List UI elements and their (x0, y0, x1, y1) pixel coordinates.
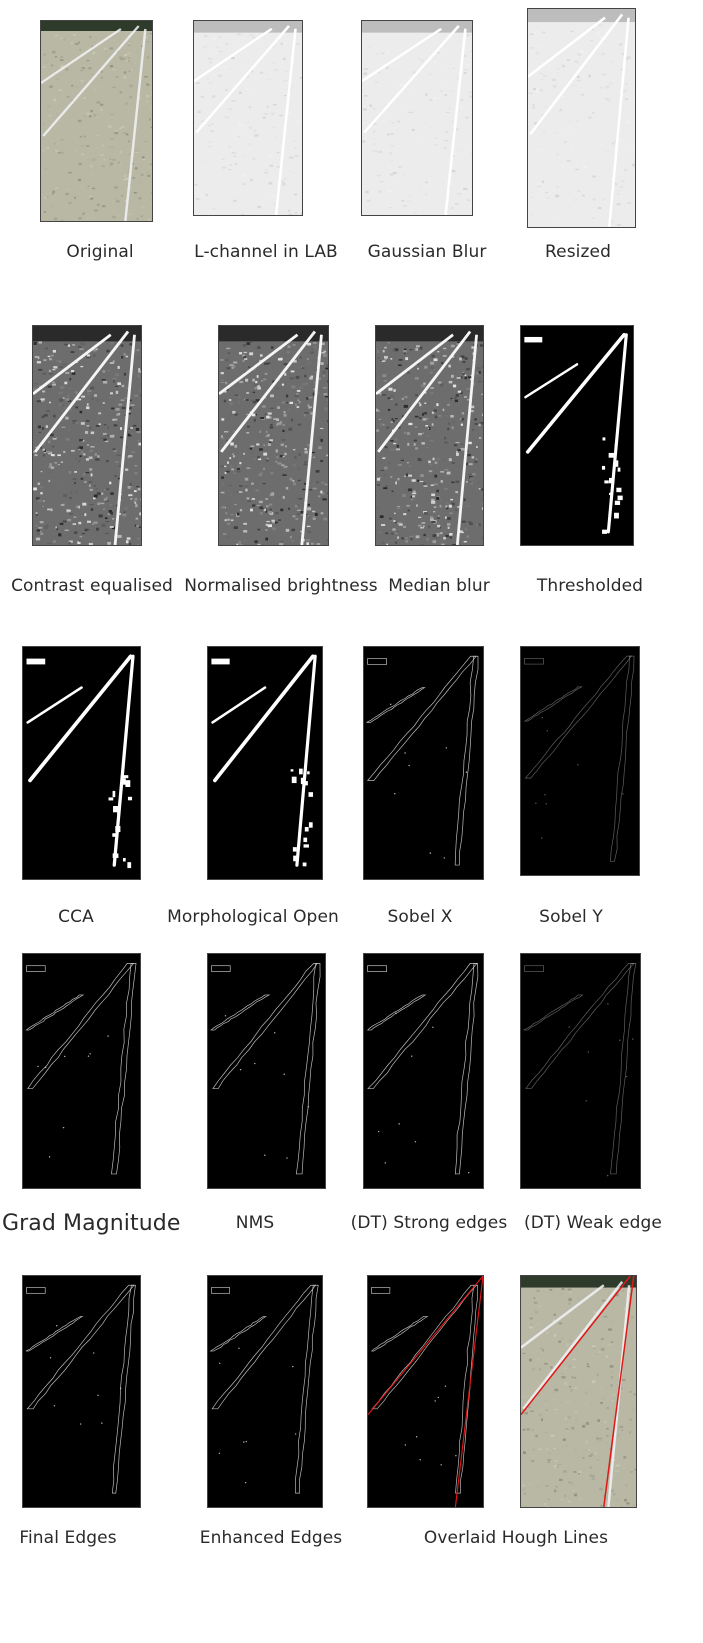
image-l-channel (193, 20, 303, 216)
caption-grad-magnitude: Grad Magnitude (2, 1211, 181, 1236)
caption-cca: CCA (58, 907, 94, 927)
caption-sobel-x: Sobel X (387, 907, 453, 927)
caption-gaussian-blur: Gaussian Blur (367, 242, 487, 262)
image-cca (22, 646, 141, 880)
image-dt-weak-edge (520, 953, 641, 1189)
caption-original: Original (66, 242, 134, 262)
image-grad-magnitude (22, 953, 141, 1189)
image-resized (527, 8, 636, 228)
caption-overlaid-hough-lines: Overlaid Hough Lines (423, 1528, 609, 1548)
caption-nms: NMS (235, 1213, 275, 1233)
image-normalised-brightness (218, 325, 329, 546)
image-original (40, 20, 153, 222)
image-overlaid-hough-photo (520, 1275, 637, 1508)
caption-morphological-open: Morphological Open (167, 907, 339, 927)
image-overlaid-hough-edges (367, 1275, 484, 1508)
caption-normalised-brightness: Normalised brightness (184, 576, 378, 596)
caption-resized: Resized (545, 242, 611, 262)
image-nms (207, 953, 326, 1189)
image-gaussian-blur (361, 20, 473, 216)
image-morphological-open (207, 646, 323, 880)
image-final-edges (22, 1275, 141, 1508)
caption-contrast-equalised: Contrast equalised (11, 576, 173, 596)
caption-median-blur: Median blur (388, 576, 490, 596)
image-sobel-y (520, 646, 640, 876)
caption-thresholded: Thresholded (536, 576, 644, 596)
image-dt-strong-edges (363, 953, 484, 1189)
caption-enhanced-edges: Enhanced Edges (199, 1528, 343, 1548)
caption-sobel-y: Sobel Y (539, 907, 603, 927)
image-contrast-equalised (32, 325, 142, 546)
image-sobel-x (363, 646, 484, 880)
caption-dt-strong-edges: (DT) Strong edges (350, 1213, 508, 1233)
caption-dt-weak-edge: (DT) Weak edge (524, 1213, 662, 1233)
image-thresholded (520, 325, 634, 546)
caption-final-edges: Final Edges (19, 1528, 117, 1548)
image-enhanced-edges (207, 1275, 323, 1508)
image-median-blur (375, 325, 484, 546)
caption-l-channel: L-channel in LAB (194, 242, 338, 262)
